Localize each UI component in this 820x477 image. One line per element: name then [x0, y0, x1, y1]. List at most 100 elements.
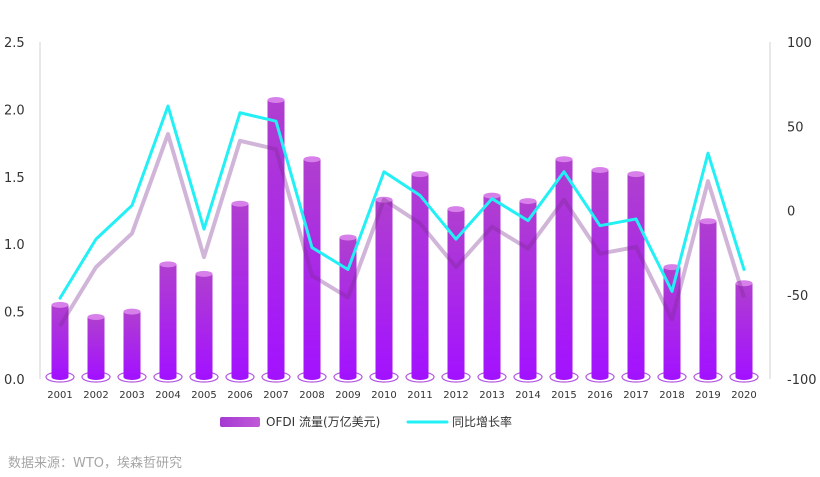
x-tick-label: 2017: [623, 390, 648, 401]
bar-bottom-cap: [555, 374, 573, 380]
bar-bottom-cap: [159, 374, 177, 380]
bar-body: [267, 99, 285, 378]
growth-line-shadow: [58, 132, 746, 328]
bar-top-cap: [195, 270, 213, 277]
legend-bar-swatch: [220, 417, 260, 427]
bar-2015: [549, 156, 579, 383]
x-tick-label: 2018: [659, 390, 684, 401]
bar-body: [627, 174, 645, 377]
x-tick-label: 2009: [335, 390, 360, 401]
bar-2020: [729, 280, 759, 383]
bar-top-cap: [87, 313, 105, 320]
bar-body: [159, 264, 177, 377]
bar-bottom-cap: [627, 374, 645, 380]
bar-body: [339, 237, 357, 377]
y2-tick-label: 0: [787, 205, 795, 220]
bar-bottom-cap: [339, 374, 357, 380]
bar-body: [555, 159, 573, 377]
bar-bottom-cap: [735, 374, 753, 380]
x-tick-label: 2005: [191, 390, 216, 401]
x-tick-label: 2008: [299, 390, 324, 401]
bar-bottom-cap: [411, 374, 429, 380]
bar-bottom-cap: [123, 374, 141, 380]
bar-bottom-cap: [663, 374, 681, 380]
bar-body: [411, 174, 429, 377]
bar-top-cap: [51, 301, 69, 308]
growth-line: [58, 104, 746, 300]
bar-2014: [513, 198, 543, 383]
x-tick-label: 2015: [551, 390, 576, 401]
legend-bar-label: OFDI 流量(万亿美元): [266, 414, 380, 429]
bar-bottom-cap: [87, 374, 105, 380]
bar-body: [87, 316, 105, 377]
bar-2009: [333, 234, 363, 383]
bar-bottom-cap: [51, 374, 69, 380]
bar-body: [303, 159, 321, 377]
bar-body: [519, 201, 537, 377]
y-tick-label: 1.0: [4, 238, 25, 253]
y2-tick-label: -50: [787, 289, 808, 304]
bar-2016: [585, 167, 615, 383]
bar-2010: [369, 196, 399, 383]
bar-body: [663, 267, 681, 377]
x-tick-label: 2003: [119, 390, 144, 401]
bar-bottom-cap: [231, 374, 249, 380]
bar-2011: [405, 171, 435, 383]
bar-2008: [297, 156, 327, 383]
bar-top-cap: [591, 167, 609, 174]
bar-body: [447, 209, 465, 377]
bar-2017: [621, 171, 651, 383]
bar-top-cap: [267, 96, 285, 103]
bar-body: [51, 304, 69, 377]
bar-2012: [441, 206, 471, 383]
bar-top-cap: [663, 264, 681, 271]
bar-bottom-cap: [195, 374, 213, 380]
bar-top-cap: [699, 218, 717, 225]
bar-top-cap: [339, 234, 357, 241]
bar-top-cap: [555, 156, 573, 163]
bar-bottom-cap: [375, 374, 393, 380]
x-tick-label: 2007: [263, 390, 288, 401]
bar-bottom-cap: [519, 374, 537, 380]
bar-body: [123, 311, 141, 377]
x-tick-label: 2020: [731, 390, 756, 401]
bar-top-cap: [735, 280, 753, 287]
y2-tick-label: 50: [787, 120, 804, 135]
bar-2007: [261, 96, 291, 383]
bar-bottom-cap: [483, 374, 501, 380]
bar-bottom-cap: [447, 374, 465, 380]
bar-bottom-cap: [699, 374, 717, 380]
x-tick-label: 2002: [83, 390, 108, 401]
bar-top-cap: [627, 171, 645, 178]
y-tick-label: 2.0: [4, 103, 25, 118]
bar-2003: [117, 308, 147, 383]
y-tick-label: 0.5: [4, 306, 25, 321]
bar-body: [591, 170, 609, 377]
y2-tick-label: -100: [787, 373, 817, 388]
source-note: 数据来源：WTO，埃森哲研究: [8, 456, 183, 471]
bar-bottom-cap: [591, 374, 609, 380]
bar-body: [735, 283, 753, 377]
bar-2006: [225, 200, 255, 383]
bar-top-cap: [519, 198, 537, 205]
bar-2001: [45, 301, 75, 383]
legend-line-label: 同比增长率: [452, 414, 512, 429]
bar-top-cap: [231, 200, 249, 207]
x-tick-label: 2011: [407, 390, 432, 401]
bar-top-cap: [123, 308, 141, 315]
bar-body: [699, 221, 717, 377]
bar-2005: [189, 270, 219, 383]
x-tick-label: 2014: [515, 390, 540, 401]
x-tick-label: 2001: [47, 390, 72, 401]
bar-2004: [153, 261, 183, 383]
bar-top-cap: [483, 192, 501, 199]
bar-body: [195, 273, 213, 377]
bar-body: [231, 203, 249, 377]
bar-body: [375, 199, 393, 377]
y-tick-label: 1.5: [4, 171, 25, 186]
x-tick-label: 2013: [479, 390, 504, 401]
bar-top-cap: [159, 261, 177, 268]
y-tick-label: 2.5: [4, 36, 25, 51]
x-tick-label: 2019: [695, 390, 720, 401]
